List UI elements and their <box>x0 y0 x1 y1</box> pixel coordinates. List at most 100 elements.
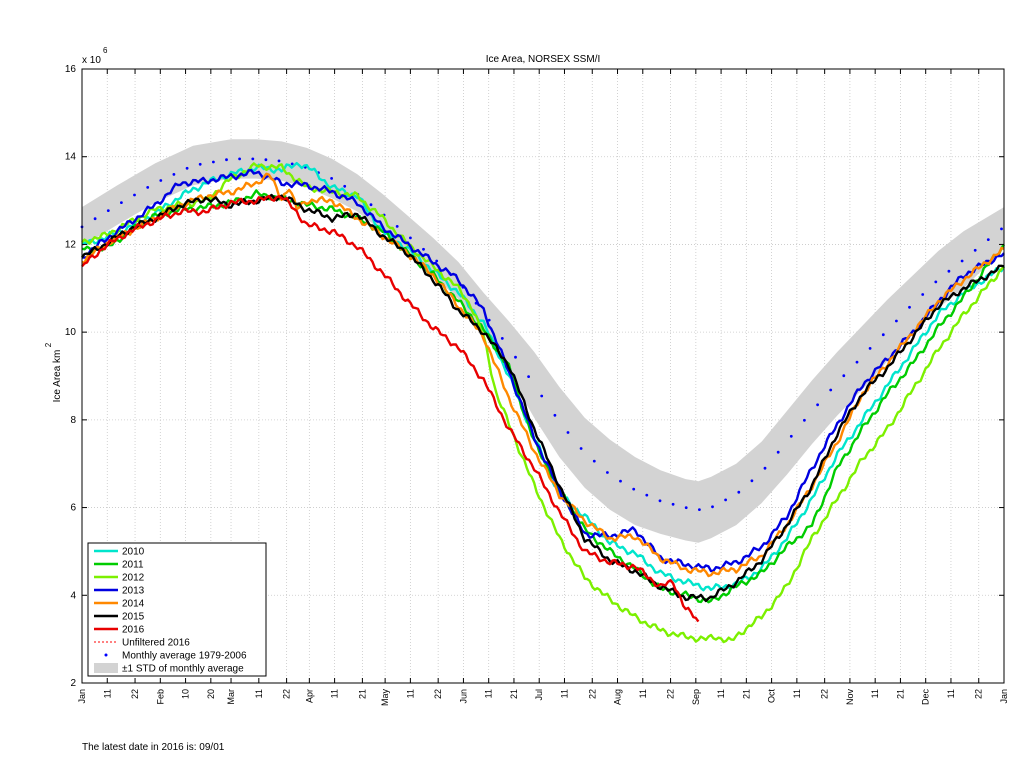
x-tick-label-group: Jan <box>77 689 87 704</box>
x-tick-label-group: 10 <box>181 689 191 699</box>
average-dot <box>908 305 911 309</box>
average-dot <box>619 479 622 483</box>
average-dot <box>422 247 425 251</box>
x-tick-label: 22 <box>666 689 676 699</box>
average-dot <box>185 166 189 170</box>
x-tick-label-group: 11 <box>559 689 569 698</box>
x-tick-label: May <box>380 689 390 707</box>
x-tick-label-group: 22 <box>130 689 140 699</box>
average-dot <box>500 337 504 340</box>
y-tick-label: 16 <box>65 64 77 75</box>
average-dot <box>763 466 767 470</box>
y-tick-label: 12 <box>65 239 77 250</box>
x-tick-label-group: 20 <box>206 689 216 699</box>
average-dot <box>395 225 399 228</box>
average-dot <box>133 193 136 197</box>
x-tick-label: Jan <box>999 689 1009 704</box>
average-dot <box>343 184 347 188</box>
x-tick-label-group: Mar <box>226 689 236 705</box>
plot-frame <box>81 68 1005 684</box>
average-dot <box>895 319 898 323</box>
x-tick-label: Apr <box>304 689 314 703</box>
std-band-layer <box>82 139 1004 543</box>
average-dot <box>842 374 846 378</box>
average-dot <box>750 479 754 483</box>
x-tick-label: Feb <box>155 689 165 705</box>
x-tick-label-group: 21 <box>895 689 905 699</box>
legend-label: 2016 <box>122 625 145 636</box>
x-tick-label: 11 <box>102 689 112 698</box>
x-tick-label-group: 11 <box>330 689 340 698</box>
legend: 2010 2011 2012 2013 2014 2015 2016 Unfiltered 2… <box>87 542 267 677</box>
average-dot <box>435 259 439 263</box>
legend-label: 2013 <box>122 586 145 597</box>
average-dot <box>881 333 885 337</box>
x-tick-label-group: 22 <box>666 689 676 699</box>
y-multiplier-exponent: 6 <box>103 46 108 55</box>
average-dot <box>829 388 833 392</box>
latest-date-note: The latest date in 2016 is: 09/01 <box>82 742 225 753</box>
average-dot <box>711 505 714 509</box>
average-dot <box>251 157 255 161</box>
x-tick-label-group: 11 <box>638 689 648 698</box>
legend-label: Unfiltered 2016 <box>122 638 190 649</box>
x-tick-label: 11 <box>559 689 569 698</box>
x-tick-label: 11 <box>484 689 494 698</box>
chart-title: Ice Area, NORSEX SSM/I <box>486 54 600 65</box>
average-dot <box>671 502 675 506</box>
x-tick-label: Nov <box>845 689 855 706</box>
x-tick-label-group: Jul <box>534 689 544 701</box>
average-dot <box>737 490 741 494</box>
legend-label: Monthly average 1979-2006 <box>122 651 247 662</box>
x-tick-label-group: 11 <box>792 689 802 698</box>
x-tick-label-group: Sep <box>691 689 701 705</box>
y-tick-label: 14 <box>65 152 77 163</box>
average-dot <box>645 493 649 497</box>
x-tick-label: Sep <box>691 689 701 705</box>
x-tick-label-group: 11 <box>484 689 494 698</box>
average-dot <box>803 418 806 422</box>
average-dot <box>658 499 662 503</box>
x-tick-label: 22 <box>820 689 830 699</box>
x-tick-label-group: 11 <box>716 689 726 698</box>
average-dots-layer <box>80 157 1003 511</box>
x-tick-label-group: 22 <box>820 689 830 699</box>
average-dot <box>238 157 242 161</box>
x-tick-label-group: 11 <box>870 689 880 698</box>
x-tick-label: 11 <box>405 689 415 698</box>
legend-label: 2012 <box>122 573 145 584</box>
x-tick-label-group: Jun <box>458 689 468 704</box>
x-tick-label-group: 11 <box>405 689 415 698</box>
x-tick-label: 22 <box>433 689 443 699</box>
y-tick-label: 4 <box>70 590 76 601</box>
average-dot <box>93 217 97 221</box>
average-dot <box>921 293 925 296</box>
legend-swatch-band <box>94 663 118 673</box>
x-tick-label: 21 <box>741 689 751 699</box>
average-dot <box>973 248 977 252</box>
x-tick-label-group: May <box>380 689 390 707</box>
average-dot <box>212 160 215 164</box>
x-tick-label: Jul <box>534 689 544 701</box>
average-dot <box>159 179 163 182</box>
x-tick-label: Dec <box>921 689 931 706</box>
x-tick-label: 22 <box>130 689 140 699</box>
average-dot <box>553 413 557 417</box>
y-tick-label: 6 <box>70 503 76 514</box>
average-dot <box>198 162 202 166</box>
x-tick-label: 22 <box>282 689 292 699</box>
average-dot <box>698 508 701 511</box>
series-line-2014 <box>81 172 1005 578</box>
average-dot <box>789 434 793 438</box>
x-tick-label: 22 <box>587 689 597 699</box>
average-dot <box>566 431 570 434</box>
std-band <box>82 139 1004 543</box>
average-dot <box>934 280 938 284</box>
legend-label: 2014 <box>122 599 145 610</box>
y-tick-label: 8 <box>70 415 76 426</box>
average-dot <box>684 506 688 510</box>
average-dot <box>592 459 596 463</box>
x-tick-label-group: 11 <box>102 689 112 698</box>
average-dot <box>947 269 951 273</box>
x-tick-label-group: Aug <box>613 689 623 705</box>
